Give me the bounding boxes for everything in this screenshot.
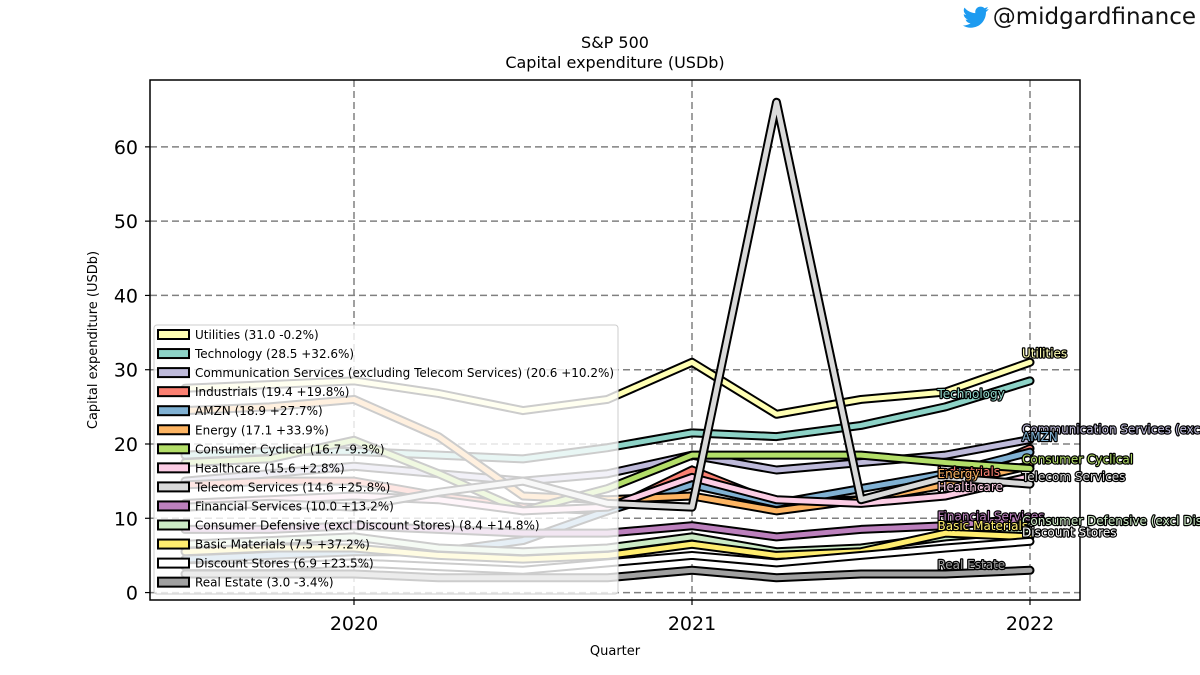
legend-swatch — [157, 329, 190, 340]
end-label-consumer-cyclical: Consumer Cyclical — [1022, 453, 1133, 467]
legend-entry: Telecom Services (14.6 +25.8%) — [157, 480, 390, 494]
legend-swatch — [157, 367, 190, 379]
brand-watermark: @midgardfinance — [961, 2, 1196, 32]
end-label-amzn: AMZN — [1022, 430, 1058, 444]
y-tick-label: 60 — [114, 137, 138, 159]
end-label-consumer-defensive-excl-discount-stores: Consumer Defensive (excl Discount Stores… — [1022, 514, 1200, 528]
brand-handle: @midgardfinance — [992, 4, 1196, 30]
end-label-discount-stores: Discount Stores — [1022, 525, 1116, 539]
y-tick-label: 0 — [126, 583, 138, 605]
end-label-healthcare: Healthcare — [938, 480, 1003, 494]
legend-box — [153, 324, 619, 595]
legend-entry: Discount Stores (6.9 +23.5%) — [157, 557, 374, 571]
legend-swatch — [157, 386, 190, 398]
y-tick-label: 10 — [114, 508, 138, 530]
legend-swatch — [157, 443, 190, 455]
legend-entry: AMZN (18.9 +27.7%) — [157, 404, 323, 418]
chart-subtitle: Capital expenditure (USDb) — [505, 53, 724, 72]
legend-label: Consumer Cyclical (16.7 -9.3%) — [195, 442, 385, 456]
legend-label: Communication Services (excluding Teleco… — [195, 366, 614, 380]
y-axis-label: Capital expenditure (USDb) — [86, 251, 101, 429]
y-tick-label: 50 — [114, 211, 138, 233]
legend-swatch — [157, 557, 190, 569]
legend-entry: Utilities (31.0 -0.2%) — [157, 328, 319, 342]
legend-label: Industrials (19.4 +19.8%) — [195, 385, 349, 399]
legend-label: Utilities (31.0 -0.2%) — [195, 328, 319, 342]
legend-swatch — [157, 462, 190, 474]
legend-entry: Financial Services (10.0 +13.2%) — [157, 499, 394, 513]
axis-ticks: 0 10 20 30 40 50 60 2020 2021 2022 — [114, 137, 1054, 635]
y-tick-label: 40 — [114, 285, 138, 307]
legend-swatch — [157, 481, 190, 493]
legend-entry: Healthcare (15.6 +2.8%) — [157, 461, 345, 475]
y-tick-label: 30 — [114, 360, 138, 382]
end-label-industrials: Industrials — [938, 465, 1001, 479]
x-tick-label: 2021 — [668, 613, 716, 635]
legend-label: Discount Stores (6.9 +23.5%) — [195, 557, 374, 571]
x-axis-label: Quarter — [590, 644, 641, 659]
legend-swatch — [157, 519, 190, 531]
twitter-bird-icon — [962, 6, 989, 28]
legend-label: Energy (17.1 +33.9%) — [195, 423, 329, 437]
end-label-telecom-services: Telecom Services — [1021, 470, 1125, 484]
legend-label: Consumer Defensive (excl Discount Stores… — [195, 519, 540, 533]
legend-label: Basic Materials (7.5 +37.2%) — [195, 538, 370, 552]
end-label-energy: Energy — [938, 467, 980, 481]
legend-entry: Consumer Defensive (excl Discount Stores… — [157, 519, 540, 533]
legend-swatch — [157, 576, 190, 588]
legend-swatch — [157, 405, 190, 417]
legend-label: Telecom Services (14.6 +25.8%) — [194, 480, 390, 494]
end-label-basic-materials: Basic Materials — [938, 519, 1029, 533]
x-tick-label: 2022 — [1006, 613, 1054, 635]
legend-swatch — [157, 424, 190, 436]
legend-swatch — [157, 538, 190, 550]
legend-entry: Energy (17.1 +33.9%) — [157, 423, 329, 437]
y-tick-label: 20 — [114, 434, 138, 456]
legend-label: Technology (28.5 +32.6%) — [194, 347, 354, 361]
end-label-financial-services: Financial Services — [938, 510, 1045, 524]
legend-entry: Real Estate (3.0 -3.4%) — [157, 576, 334, 590]
series-end-labels: Utilities Technology Communication Service… — [935, 345, 1200, 573]
legend-label: Real Estate (3.0 -3.4%) — [195, 576, 334, 590]
end-label-real-estate: Real Estate — [938, 558, 1006, 572]
legend-swatch — [157, 348, 190, 360]
legend-label: Healthcare (15.6 +2.8%) — [195, 461, 345, 475]
legend-entry: Technology (28.5 +32.6%) — [157, 347, 354, 361]
legend-entry: Basic Materials (7.5 +37.2%) — [157, 538, 370, 552]
end-label-communication-services-excluding-telecom-services: Communication Services (excluding Teleco… — [1022, 423, 1200, 437]
chart-title: S&P 500 — [581, 33, 649, 52]
legend-entry: Communication Services (excluding Teleco… — [157, 366, 614, 380]
legend: Utilities (31.0 -0.2%) Technology (28.5 +… — [153, 324, 619, 595]
legend-swatch — [157, 500, 190, 512]
legend-entry: Consumer Cyclical (16.7 -9.3%) — [157, 442, 385, 456]
legend-entry: Industrials (19.4 +19.8%) — [157, 385, 349, 399]
plot-frame — [149, 79, 1081, 601]
x-tick-label: 2020 — [330, 613, 378, 635]
legend-label: Financial Services (10.0 +13.2%) — [195, 499, 394, 513]
end-label-technology: Technology — [937, 387, 1005, 401]
legend-label: AMZN (18.9 +27.7%) — [195, 404, 323, 418]
end-label-utilities: Utilities — [1022, 346, 1067, 360]
